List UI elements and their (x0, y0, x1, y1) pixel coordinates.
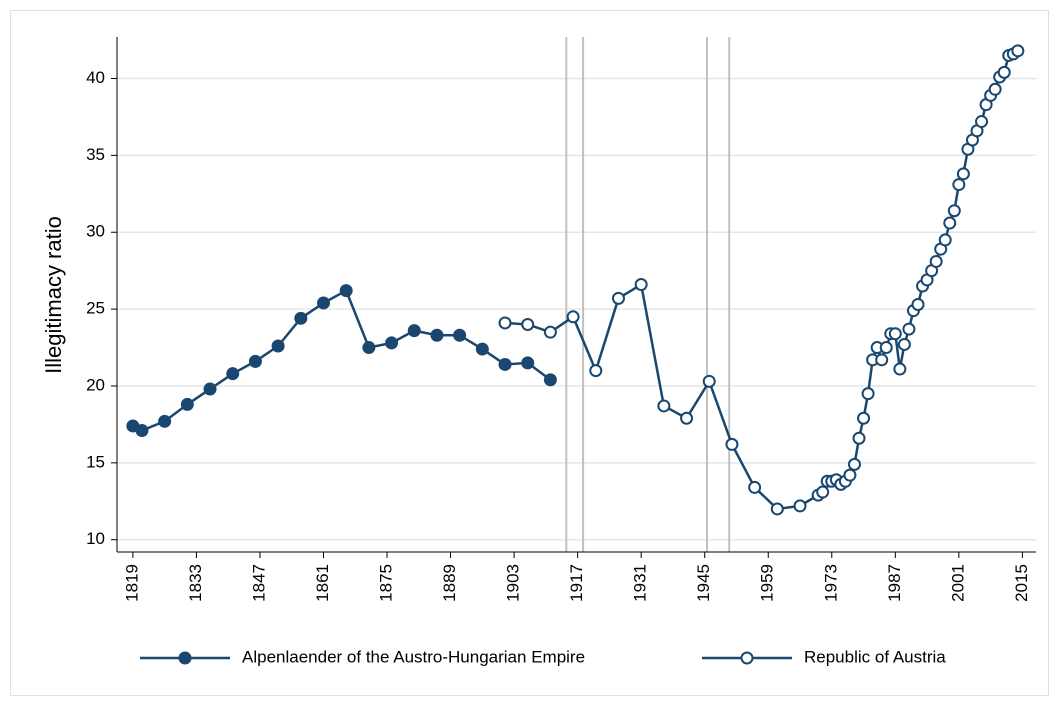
data-point (997, 65, 1011, 79)
x-tick-label: 1959 (758, 564, 777, 602)
data-point (521, 317, 535, 331)
data-point (947, 204, 961, 218)
x-tick-label: 1945 (694, 564, 713, 602)
data-point (498, 357, 512, 371)
y-tick-label: 40 (86, 68, 105, 87)
data-point (543, 373, 557, 387)
data-point (566, 310, 580, 324)
data-point (453, 328, 467, 342)
x-tick-label: 1861 (313, 564, 332, 602)
data-point (852, 431, 866, 445)
data-point (875, 353, 889, 367)
data-point (725, 437, 739, 451)
data-point (407, 324, 421, 338)
x-tick-label: 1931 (631, 564, 650, 602)
data-point (226, 367, 240, 381)
x-tick-label: 1903 (504, 564, 523, 602)
x-tick-label: 1833 (186, 564, 205, 602)
data-point (952, 178, 966, 192)
data-point (271, 339, 285, 353)
data-point (988, 82, 1002, 96)
data-point (634, 278, 648, 292)
legend-label: Republic of Austria (804, 647, 946, 666)
data-point (956, 167, 970, 181)
y-tick-label: 10 (86, 529, 105, 548)
data-point (430, 328, 444, 342)
x-tick-label: 1819 (122, 564, 141, 602)
data-point (911, 297, 925, 311)
data-point (521, 356, 535, 370)
y-tick-label: 15 (86, 452, 105, 471)
x-tick-label: 1987 (885, 564, 904, 602)
data-point (847, 457, 861, 471)
data-point (611, 291, 625, 305)
data-point (770, 502, 784, 516)
x-tick-label: 1917 (567, 564, 586, 602)
x-tick-label: 2015 (1012, 564, 1031, 602)
data-point (294, 311, 308, 325)
data-point (1011, 44, 1025, 58)
data-point (158, 414, 172, 428)
y-tick-label: 30 (86, 222, 105, 241)
x-tick-label: 1847 (249, 564, 268, 602)
data-point (748, 480, 762, 494)
legend-label: Alpenlaender of the Austro-Hungarian Emp… (242, 647, 585, 666)
data-point (843, 468, 857, 482)
data-point (943, 216, 957, 230)
data-point (385, 336, 399, 350)
data-point (475, 342, 489, 356)
data-point (589, 364, 603, 378)
data-point (248, 354, 262, 368)
data-point (793, 499, 807, 513)
data-point (816, 485, 830, 499)
legend-marker (178, 651, 192, 665)
data-point (929, 254, 943, 268)
y-tick-label: 20 (86, 375, 105, 394)
y-tick-label: 35 (86, 145, 105, 164)
data-point (135, 424, 149, 438)
data-point (339, 284, 353, 298)
data-point (362, 341, 376, 355)
data-point (938, 233, 952, 247)
data-point (316, 296, 330, 310)
data-point (897, 337, 911, 351)
y-axis-label: Illegitimacy ratio (41, 216, 66, 374)
x-tick-label: 1973 (821, 564, 840, 602)
data-point (702, 374, 716, 388)
data-point (861, 387, 875, 401)
data-point (893, 362, 907, 376)
data-point (680, 411, 694, 425)
legend-marker (740, 651, 754, 665)
data-point (180, 397, 194, 411)
data-point (498, 316, 512, 330)
data-point (857, 411, 871, 425)
data-point (975, 115, 989, 129)
data-point (888, 327, 902, 341)
y-tick-label: 25 (86, 299, 105, 318)
x-tick-label: 1875 (377, 564, 396, 602)
data-point (203, 382, 217, 396)
data-point (543, 325, 557, 339)
x-tick-label: 1889 (440, 564, 459, 602)
data-point (902, 322, 916, 336)
data-point (879, 341, 893, 355)
data-point (657, 399, 671, 413)
x-tick-label: 2001 (948, 564, 967, 602)
